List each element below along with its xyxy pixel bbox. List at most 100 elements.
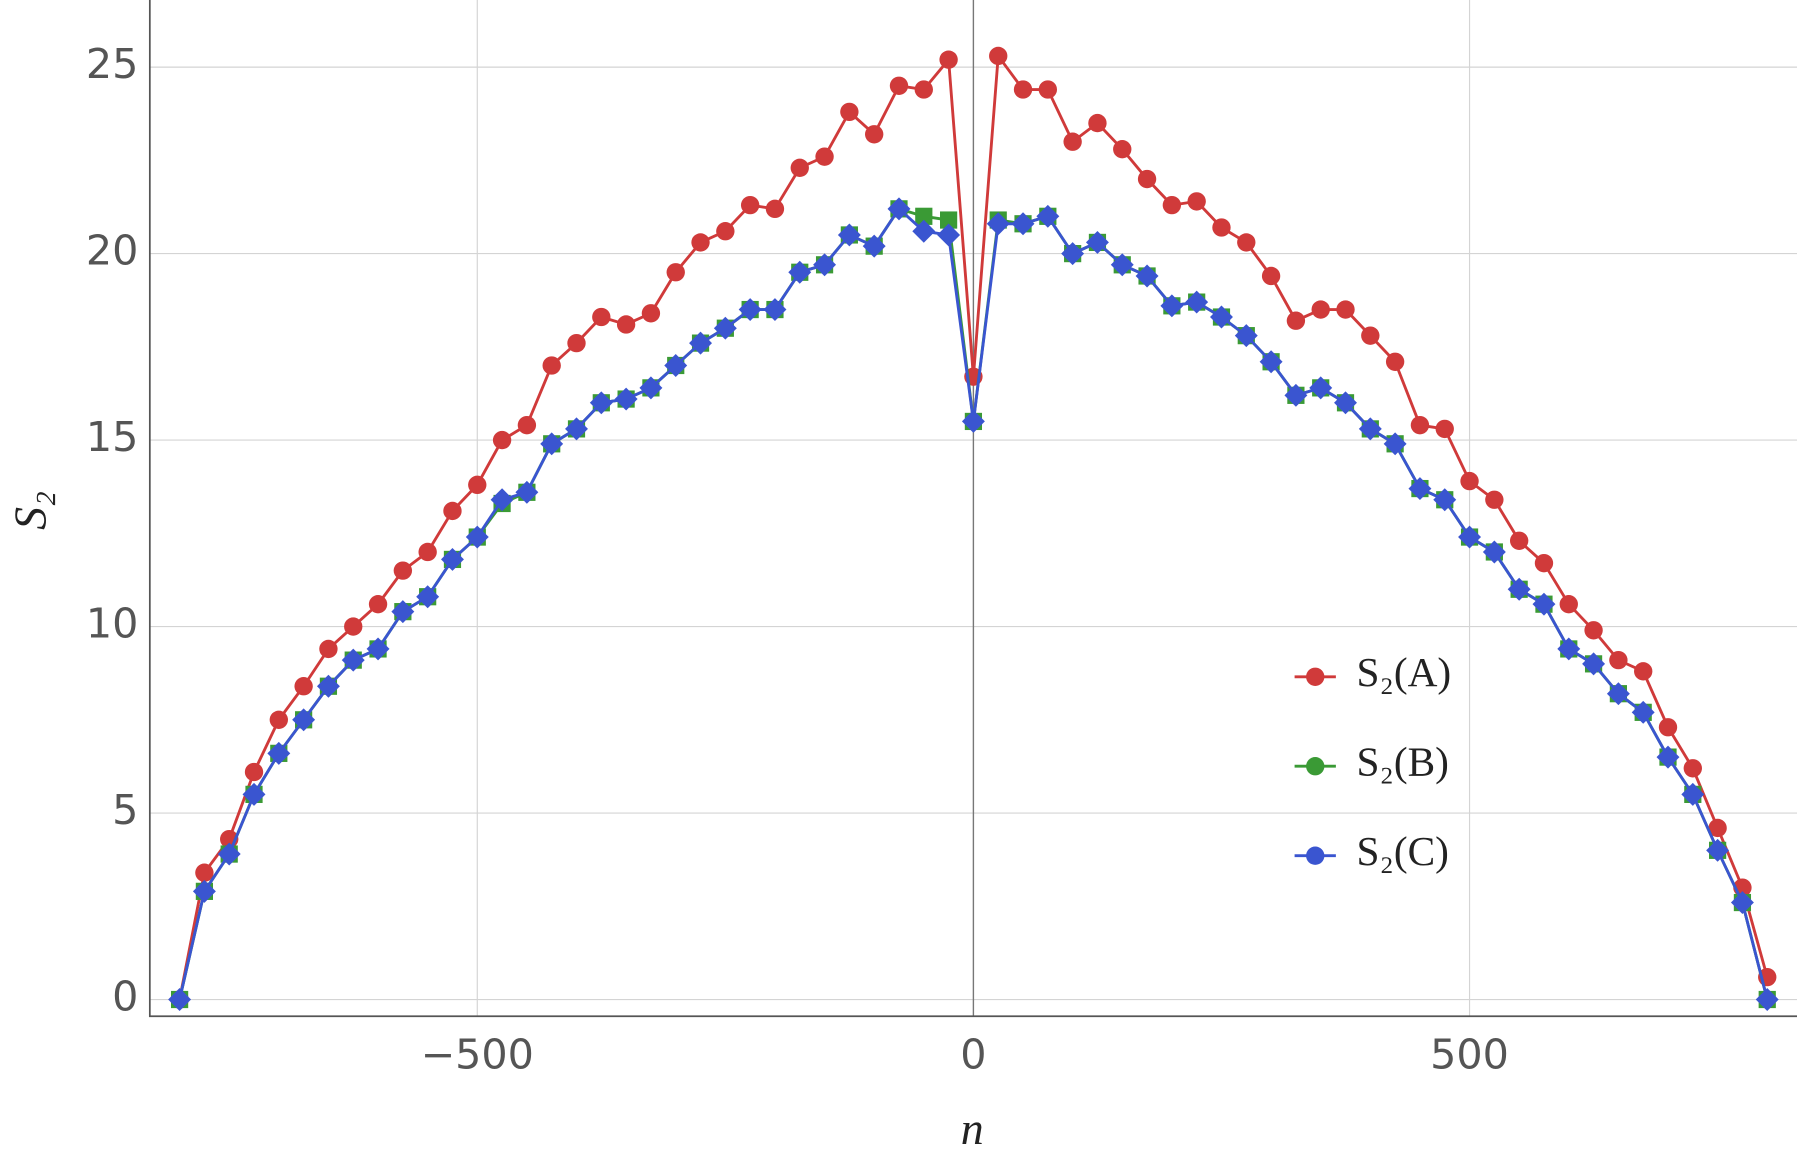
marker — [341, 648, 365, 672]
marker — [1361, 326, 1380, 345]
marker — [1755, 988, 1779, 1011]
marker — [319, 639, 338, 659]
y-tick-label: 15 — [86, 413, 139, 461]
marker — [1237, 233, 1256, 252]
marker — [1708, 818, 1727, 838]
marker — [691, 233, 710, 252]
marker — [1634, 662, 1653, 681]
x-tick-label: 0 — [960, 1031, 986, 1079]
marker — [1609, 650, 1628, 670]
marker — [862, 234, 886, 258]
marker — [616, 315, 636, 334]
marker — [1482, 540, 1506, 564]
y-axis-label: S₂ — [5, 491, 56, 530]
marker — [195, 863, 214, 882]
marker — [542, 356, 561, 375]
marker — [716, 222, 735, 241]
marker — [641, 304, 661, 323]
marker — [1681, 782, 1705, 806]
marker — [1584, 621, 1603, 640]
marker — [815, 147, 834, 166]
marker — [292, 708, 316, 732]
x-axis-label: n — [961, 1103, 984, 1154]
marker — [1606, 682, 1630, 706]
marker — [1557, 637, 1581, 661]
marker — [1061, 242, 1085, 266]
marker — [939, 50, 958, 69]
marker — [294, 677, 313, 696]
marker — [1658, 718, 1678, 737]
marker — [1582, 652, 1606, 676]
marker — [1110, 253, 1134, 277]
marker — [1013, 80, 1033, 99]
marker — [1385, 352, 1405, 371]
legend-label: S₂(B) — [1357, 739, 1449, 786]
marker — [865, 125, 884, 144]
marker — [1410, 415, 1430, 435]
marker — [1532, 592, 1556, 616]
marker — [1683, 759, 1702, 778]
marker — [244, 762, 264, 782]
y-tick-label: 20 — [86, 227, 139, 275]
marker — [1460, 471, 1479, 491]
marker — [1358, 417, 1382, 441]
marker — [614, 387, 638, 411]
marker — [961, 409, 985, 433]
marker — [1730, 891, 1754, 915]
marker — [1507, 577, 1531, 601]
marker — [1383, 432, 1407, 456]
marker — [540, 432, 564, 456]
marker — [840, 102, 859, 122]
marker — [592, 307, 611, 327]
marker — [1433, 488, 1457, 512]
marker — [1212, 218, 1231, 237]
y-tick-label: 0 — [112, 973, 138, 1021]
marker — [1137, 169, 1157, 189]
marker — [1187, 192, 1206, 211]
marker — [368, 595, 388, 614]
marker — [1113, 140, 1132, 159]
marker — [1336, 300, 1355, 319]
marker — [689, 331, 713, 355]
marker — [565, 417, 588, 441]
marker — [1306, 846, 1325, 865]
marker — [912, 219, 936, 243]
x-tick-label: −500 — [421, 1031, 534, 1079]
marker — [1509, 531, 1529, 550]
marker — [1435, 419, 1454, 439]
marker — [1085, 230, 1109, 254]
y-tick-label: 10 — [86, 600, 139, 648]
marker — [738, 298, 762, 322]
marker — [1210, 305, 1233, 329]
marker — [1286, 311, 1306, 330]
marker — [813, 253, 837, 277]
marker — [492, 430, 512, 450]
marker — [1234, 324, 1258, 348]
marker — [316, 674, 340, 698]
marker — [465, 525, 489, 549]
marker — [666, 263, 685, 282]
marker — [940, 211, 958, 229]
marker — [1088, 113, 1107, 133]
marker — [1135, 264, 1159, 288]
marker — [790, 158, 809, 178]
marker — [589, 391, 613, 415]
marker — [989, 46, 1008, 66]
marker — [192, 879, 216, 903]
marker — [1038, 80, 1058, 99]
marker — [567, 333, 586, 353]
marker — [915, 207, 933, 225]
marker — [1631, 700, 1655, 724]
marker — [418, 542, 437, 562]
marker — [1306, 667, 1325, 686]
marker — [517, 415, 537, 435]
marker — [468, 475, 487, 495]
marker — [269, 710, 288, 729]
marker — [889, 76, 909, 95]
marker — [490, 488, 514, 512]
marker — [443, 501, 462, 521]
y-tick-label: 25 — [86, 40, 139, 88]
marker — [1311, 300, 1330, 319]
marker — [887, 197, 911, 221]
marker — [713, 316, 737, 340]
